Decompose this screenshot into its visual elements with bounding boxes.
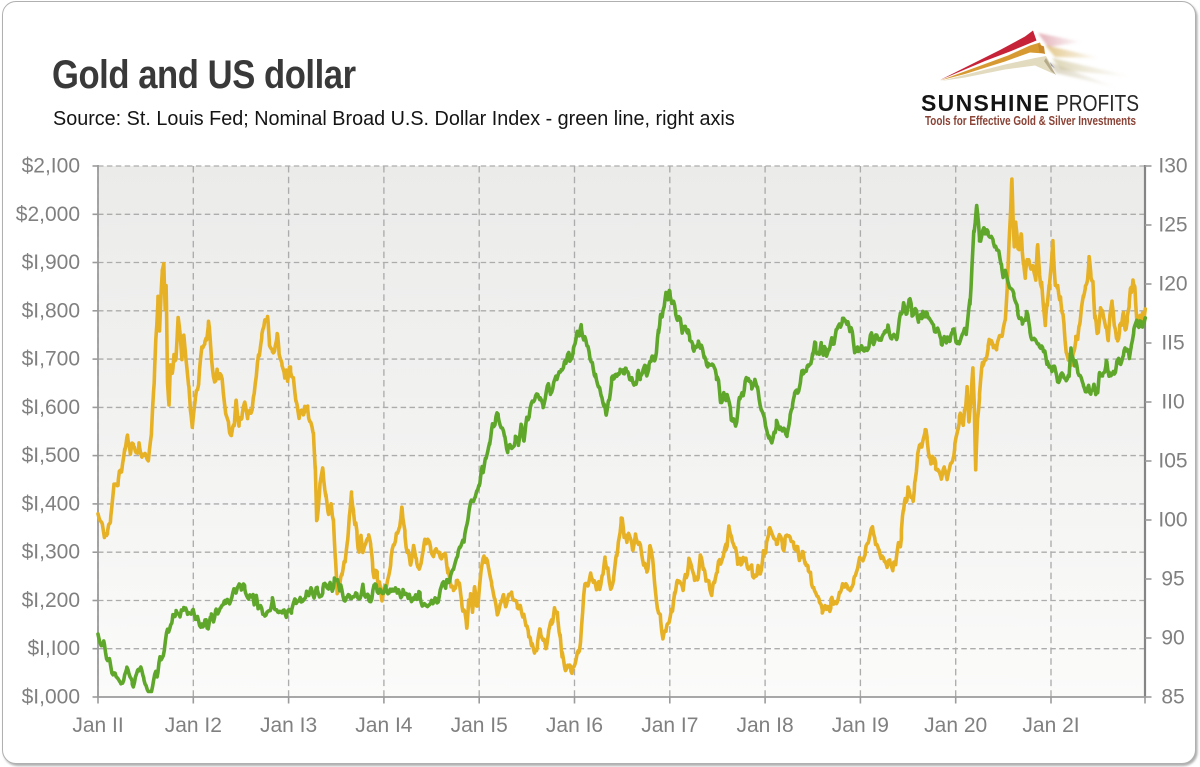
svg-text:Jan 2I: Jan 2I bbox=[1022, 714, 1079, 737]
svg-text:Tools for Effective Gold & Sil: Tools for Effective Gold & Silver Invest… bbox=[925, 114, 1136, 128]
svg-text:I05: I05 bbox=[1158, 450, 1187, 473]
svg-text:$I,800: $I,800 bbox=[22, 299, 80, 322]
svg-text:$I,200: $I,200 bbox=[22, 589, 80, 612]
svg-text:Jan 20: Jan 20 bbox=[924, 714, 987, 737]
svg-text:$I,000: $I,000 bbox=[22, 686, 80, 709]
svg-text:PROFITS: PROFITS bbox=[1056, 90, 1139, 116]
svg-text:II5: II5 bbox=[1161, 332, 1184, 355]
svg-text:85: 85 bbox=[1161, 686, 1184, 709]
svg-text:I00: I00 bbox=[1158, 509, 1187, 532]
svg-text:Jan I2: Jan I2 bbox=[165, 714, 222, 737]
svg-text:$2,I00: $2,I00 bbox=[22, 155, 80, 178]
svg-text:90: 90 bbox=[1161, 627, 1184, 650]
svg-text:I25: I25 bbox=[1158, 214, 1187, 237]
svg-text:Jan I5: Jan I5 bbox=[451, 714, 508, 737]
svg-text:95: 95 bbox=[1161, 568, 1184, 591]
svg-text:$I,400: $I,400 bbox=[22, 492, 80, 515]
svg-text:Jan I8: Jan I8 bbox=[736, 714, 793, 737]
svg-text:$I,500: $I,500 bbox=[22, 444, 80, 467]
svg-text:Jan I3: Jan I3 bbox=[260, 714, 317, 737]
svg-text:I20: I20 bbox=[1158, 273, 1187, 296]
svg-text:$I,I00: $I,I00 bbox=[27, 637, 80, 660]
svg-text:Jan I9: Jan I9 bbox=[832, 714, 889, 737]
svg-text:Jan I4: Jan I4 bbox=[355, 714, 413, 737]
svg-text:$I,700: $I,700 bbox=[22, 348, 80, 371]
svg-text:SUNSHINE: SUNSHINE bbox=[921, 90, 1049, 116]
svg-text:Jan II: Jan II bbox=[72, 714, 123, 737]
svg-text:$I,600: $I,600 bbox=[22, 396, 80, 419]
svg-text:II0: II0 bbox=[1161, 391, 1184, 414]
svg-text:$2,000: $2,000 bbox=[16, 203, 80, 226]
svg-text:I30: I30 bbox=[1158, 155, 1187, 178]
svg-text:Jan I6: Jan I6 bbox=[546, 714, 603, 737]
svg-text:$I,300: $I,300 bbox=[22, 541, 80, 564]
svg-text:Jan I7: Jan I7 bbox=[641, 714, 698, 737]
svg-text:$I,900: $I,900 bbox=[22, 251, 80, 274]
